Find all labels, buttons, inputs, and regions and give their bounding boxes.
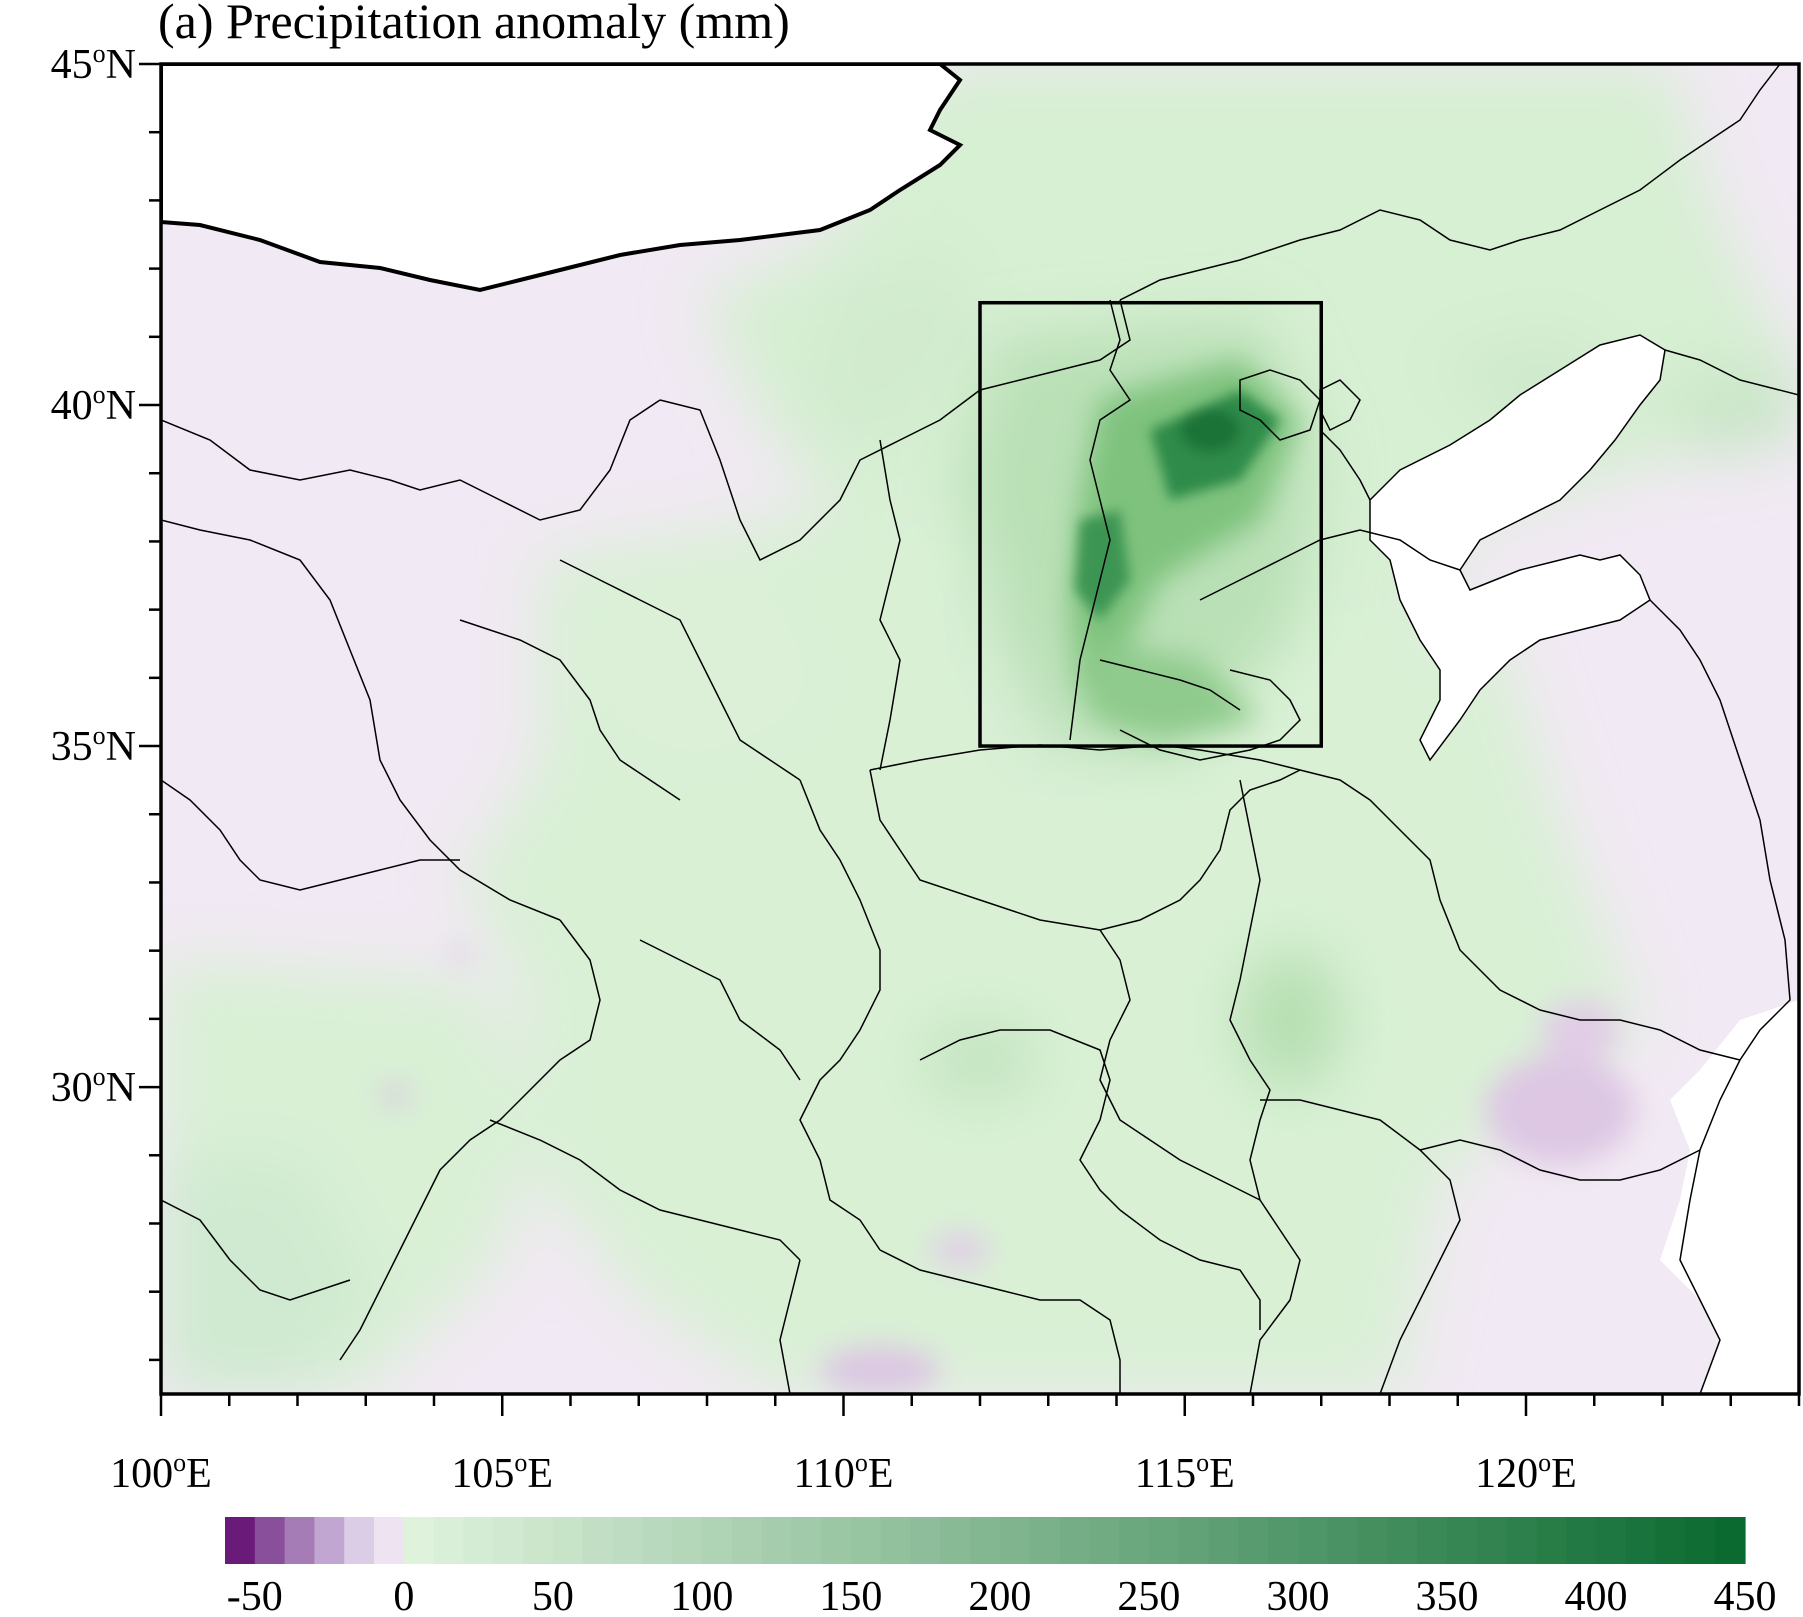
colorbar-swatch <box>254 1517 286 1564</box>
colorbar-swatch <box>1327 1517 1359 1564</box>
lat-label: 30oN <box>51 1062 136 1111</box>
colorbar-swatch <box>1029 1517 1061 1564</box>
colorbar-swatch <box>344 1517 375 1564</box>
colorbar-swatch <box>1089 1517 1120 1564</box>
colorbar-swatch <box>1268 1517 1299 1564</box>
lon-label: 120oE <box>1475 1448 1577 1497</box>
colorbar-swatch <box>582 1517 614 1564</box>
lon-label: 115oE <box>1135 1448 1235 1497</box>
axis-ticks <box>139 62 1801 1416</box>
longitude-labels: 100oE 105oE 110oE 115oE 120oE <box>110 1448 1577 1497</box>
colorbar <box>225 1517 1746 1564</box>
map-title: (a) Precipitation anomaly (mm) <box>158 0 790 49</box>
coastline <box>1649 349 1799 1394</box>
colorbar-swatch <box>1655 1517 1686 1564</box>
lat-label: 35oN <box>51 721 136 770</box>
colorbar-swatch <box>374 1517 405 1564</box>
east-sea-patch <box>1660 1000 1799 1394</box>
colorbar-swatch <box>1238 1517 1269 1564</box>
colorbar-swatch <box>612 1517 643 1564</box>
colorbar-swatch <box>910 1517 941 1564</box>
colorbar-swatch <box>1059 1517 1090 1564</box>
colorbar-swatch <box>1685 1517 1716 1564</box>
colorbar-tick-label: 350 <box>1415 1574 1478 1617</box>
colorbar-swatch <box>791 1517 822 1564</box>
colorbar-swatch <box>433 1517 465 1564</box>
colorbar-tick-label: 450 <box>1714 1574 1777 1617</box>
latitude-labels: 45oN 40oN 35oN 30oN <box>51 39 136 1111</box>
colorbar-swatch <box>970 1517 1001 1564</box>
colorbar-swatch <box>672 1517 703 1564</box>
colorbar-tick-label: 100 <box>670 1574 733 1617</box>
colorbar-tick-label: 200 <box>968 1574 1031 1617</box>
colorbar-swatch <box>1387 1517 1418 1564</box>
colorbar-swatch <box>1506 1517 1537 1564</box>
colorbar-tick-label: 0 <box>393 1574 414 1617</box>
lon-label: 105oE <box>451 1448 553 1497</box>
colorbar-swatch <box>1536 1517 1567 1564</box>
colorbar-swatch <box>1417 1517 1448 1564</box>
lon-label: 110oE <box>793 1448 893 1497</box>
colorbar-swatch <box>940 1517 971 1564</box>
colorbar-tick-label: 300 <box>1266 1574 1329 1617</box>
study-area-box <box>978 300 1323 748</box>
colorbar-swatch <box>1208 1517 1239 1564</box>
colorbar-tick-label: -50 <box>227 1574 283 1617</box>
lon-label: 100oE <box>110 1448 212 1497</box>
peak-green-anomaly <box>1075 390 1280 620</box>
colorbar-swatch <box>880 1517 912 1564</box>
colorbar-swatch <box>463 1517 494 1564</box>
colorbar-labels: -50 0 50 100 150 200 250 300 350 400 450 <box>227 1574 1777 1617</box>
colorbar-swatch <box>731 1517 763 1564</box>
colorbar-swatch <box>1357 1517 1388 1564</box>
outside-domain-north <box>161 64 964 293</box>
colorbar-swatch <box>821 1517 852 1564</box>
colorbar-swatch <box>523 1517 554 1564</box>
colorbar-swatch <box>999 1517 1031 1564</box>
colorbar-swatch <box>284 1517 316 1564</box>
colorbar-swatch <box>1476 1517 1508 1564</box>
colorbar-swatch <box>701 1517 733 1564</box>
lat-label: 45oN <box>51 39 136 88</box>
colorbar-swatch <box>1566 1517 1597 1564</box>
colorbar-swatch <box>493 1517 524 1564</box>
lat-label: 40oN <box>51 380 136 429</box>
colorbar-swatch <box>1595 1517 1627 1564</box>
colorbar-swatch <box>1715 1517 1746 1564</box>
colorbar-tick-label: 150 <box>819 1574 882 1617</box>
bohai-sea <box>1369 334 1666 762</box>
negative-anomaly-patches <box>381 947 1635 1394</box>
colorbar-swatch <box>642 1517 673 1564</box>
colorbar-swatch <box>1119 1517 1150 1564</box>
colorbar-tick-label: 250 <box>1117 1574 1180 1617</box>
colorbar-swatch <box>225 1517 256 1564</box>
colorbar-swatch <box>1178 1517 1210 1564</box>
colorbar-swatch <box>403 1517 435 1564</box>
colorbar-swatch <box>314 1517 345 1564</box>
colorbar-swatch <box>850 1517 882 1564</box>
colorbar-swatch <box>761 1517 792 1564</box>
colorbar-swatch <box>1148 1517 1180 1564</box>
colorbar-tick-label: 50 <box>532 1574 574 1617</box>
colorbar-swatch <box>1297 1517 1329 1564</box>
colorbar-swatch <box>1625 1517 1657 1564</box>
colorbar-tick-label: 400 <box>1564 1574 1627 1617</box>
colorbar-swatch <box>1446 1517 1478 1564</box>
colorbar-swatch <box>552 1517 584 1564</box>
